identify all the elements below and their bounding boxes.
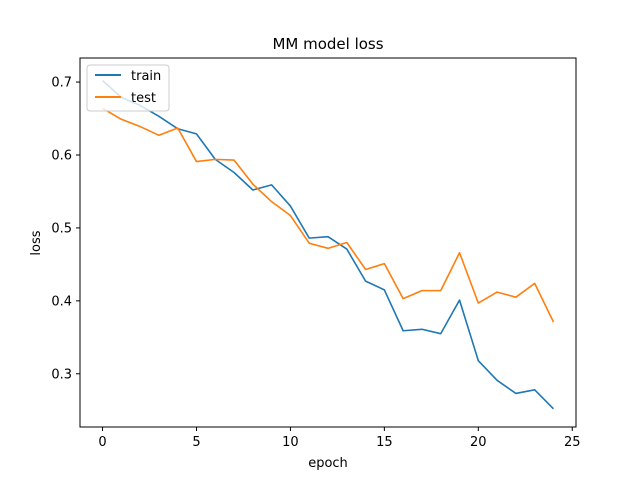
legend-box	[86, 64, 170, 112]
y-tick-label: 0.3	[51, 367, 72, 382]
y-tick-label: 0.4	[51, 294, 72, 309]
plot-frame	[79, 57, 577, 428]
y-axis: 0.3 0.4 0.5 0.6 0.7	[51, 76, 80, 382]
y-tick-label: 0.7	[51, 76, 72, 91]
x-tick-label: 20	[470, 435, 487, 450]
x-tick-label: 5	[192, 435, 200, 450]
y-tick-label: 0.5	[51, 221, 72, 236]
series-line-test	[102, 107, 555, 323]
x-axis-label: epoch	[308, 456, 348, 471]
x-tick-label: 25	[564, 435, 581, 450]
y-tick-label: 0.6	[51, 148, 72, 163]
x-axis: 0 5 10 15 20 25	[98, 427, 581, 450]
legend-label-train: train	[131, 69, 161, 84]
x-tick-label: 15	[376, 435, 393, 450]
x-tick-label: 0	[98, 435, 106, 450]
y-axis-label: loss	[29, 230, 44, 255]
legend-label-test: test	[131, 91, 156, 106]
series-layer	[102, 80, 555, 410]
x-tick-label: 10	[282, 435, 299, 450]
legend: train test	[86, 64, 170, 112]
chart-title: MM model loss	[272, 35, 383, 53]
